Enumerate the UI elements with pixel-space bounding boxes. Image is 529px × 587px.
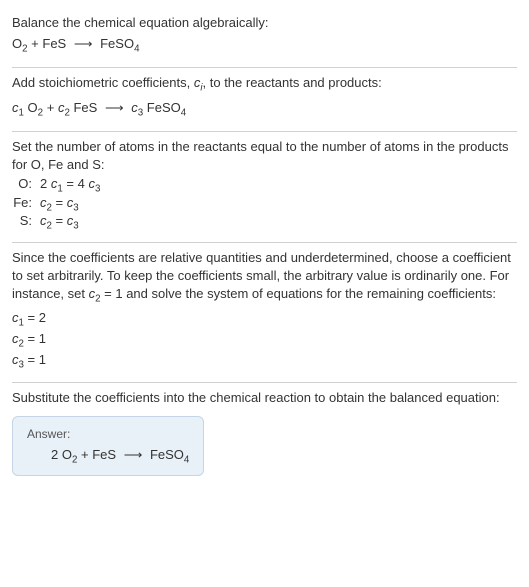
equation: O2 + FeS ⟶ FeSO4	[12, 34, 517, 57]
atom-label: S:	[12, 213, 40, 232]
answer-label: Answer:	[27, 427, 189, 441]
section-solve: Since the coefficients are relative quan…	[12, 243, 517, 383]
atom-label: Fe:	[12, 195, 40, 214]
equation: c1 O2 + c2 FeS ⟶ c3 FeSO4	[12, 98, 517, 121]
intro-text: Add stoichiometric coefficients, ci, to …	[12, 74, 517, 95]
atom-row: O: 2 c1 = 4 c3	[12, 176, 100, 195]
intro-text: Balance the chemical equation algebraica…	[12, 14, 517, 32]
section-answer: Substitute the coefficients into the che…	[12, 383, 517, 486]
intro-text: Substitute the coefficients into the che…	[12, 389, 517, 407]
atom-equation: c2 = c3	[40, 213, 100, 232]
atom-label: O:	[12, 176, 40, 195]
answer-equation: 2 O2 + FeS ⟶ FeSO4	[27, 447, 189, 466]
coefficient: c3 = 1	[12, 351, 517, 372]
atom-equation: c2 = c3	[40, 195, 100, 214]
atom-table: O: 2 c1 = 4 c3 Fe: c2 = c3 S: c2 = c3	[12, 176, 100, 232]
section-intro: Balance the chemical equation algebraica…	[12, 8, 517, 68]
atom-equation: 2 c1 = 4 c3	[40, 176, 100, 195]
intro-text: Since the coefficients are relative quan…	[12, 249, 517, 307]
coefficient: c1 = 2	[12, 309, 517, 330]
intro-text: Set the number of atoms in the reactants…	[12, 138, 517, 174]
answer-box: Answer: 2 O2 + FeS ⟶ FeSO4	[12, 416, 204, 477]
section-atoms: Set the number of atoms in the reactants…	[12, 132, 517, 243]
atom-row: S: c2 = c3	[12, 213, 100, 232]
atom-row: Fe: c2 = c3	[12, 195, 100, 214]
section-stoich: Add stoichiometric coefficients, ci, to …	[12, 68, 517, 131]
coefficient: c2 = 1	[12, 330, 517, 351]
